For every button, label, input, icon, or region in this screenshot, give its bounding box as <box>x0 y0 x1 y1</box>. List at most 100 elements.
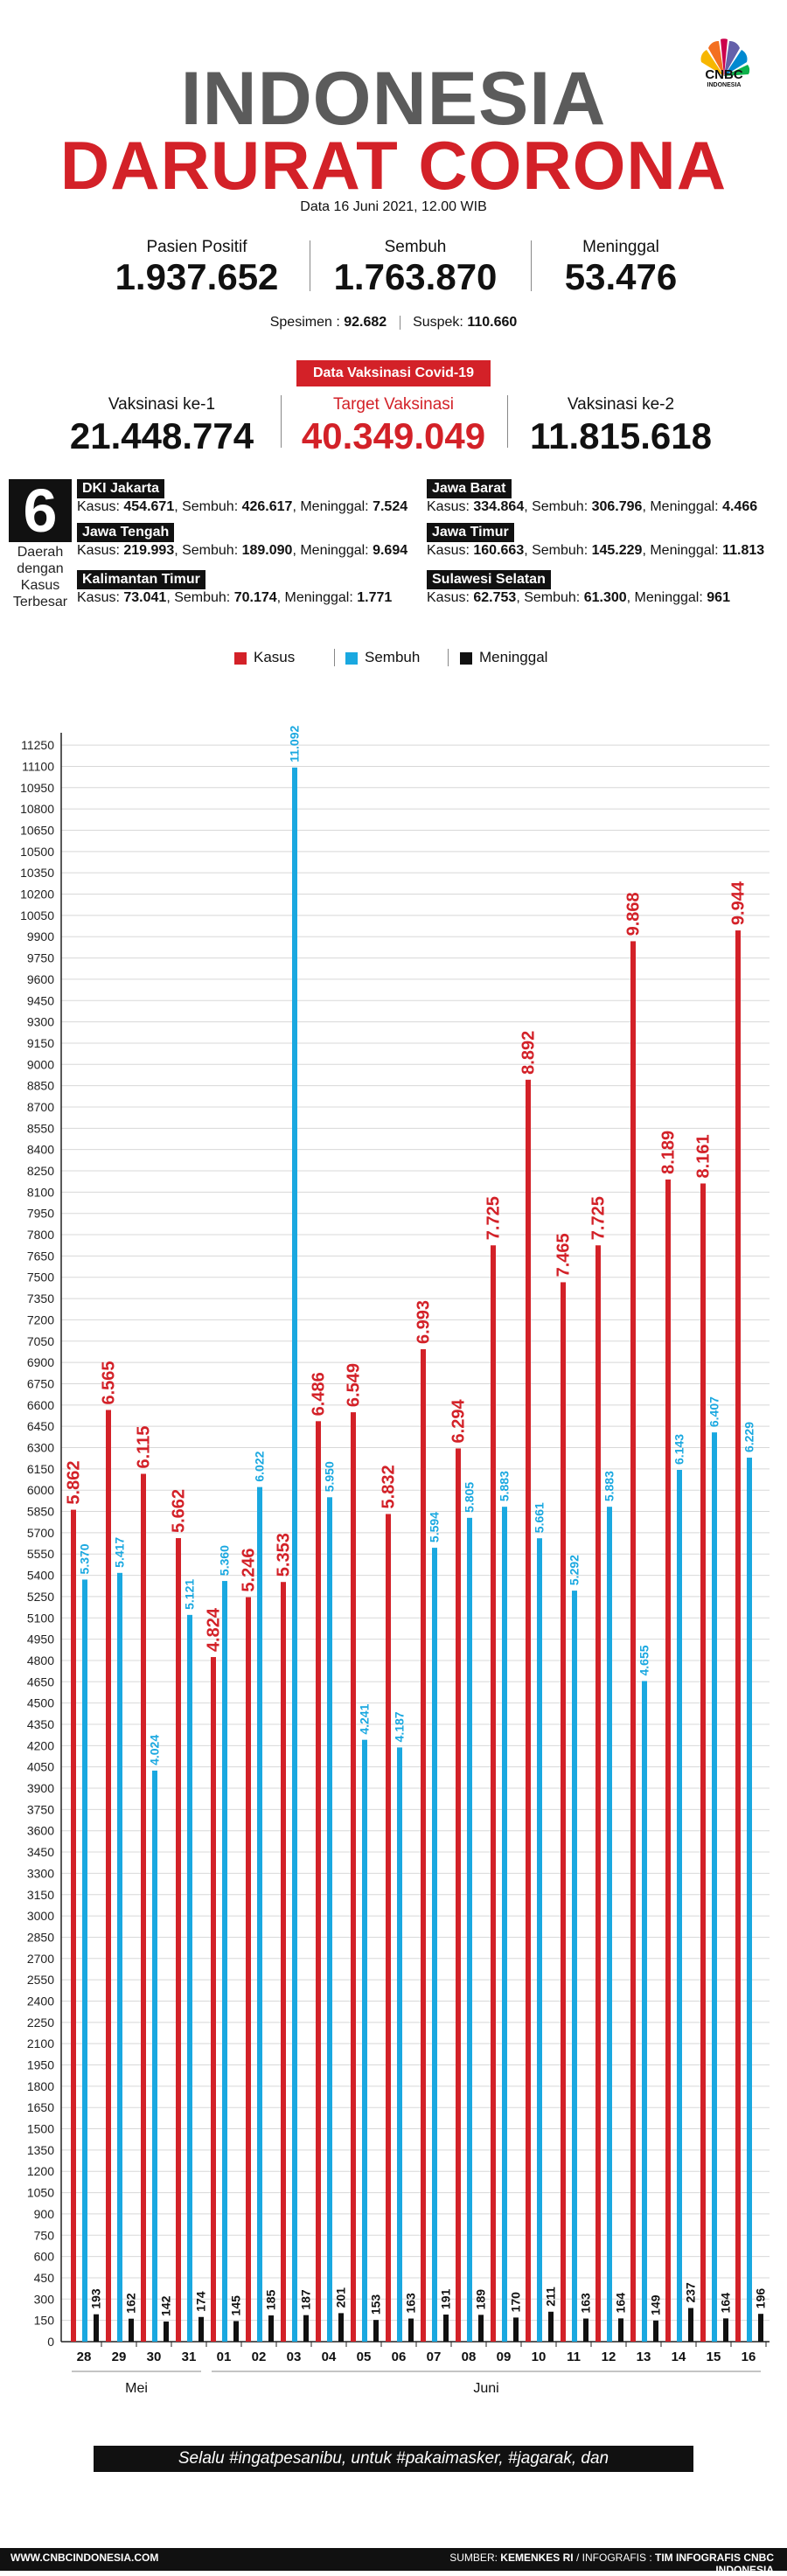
data-label-kasus: 7.465 <box>554 1233 573 1277</box>
legend-swatch-sembuh <box>345 651 358 665</box>
bar-kasus <box>211 1657 216 2342</box>
data-label-meninggal: 145 <box>229 2295 243 2316</box>
y-tick-label: 3450 <box>27 1845 54 1859</box>
data-label-kasus: 6.115 <box>134 1426 153 1469</box>
spesimen-value: 92.682 <box>344 315 387 330</box>
bar-meninggal <box>129 2318 134 2342</box>
bar-sembuh <box>712 1432 717 2342</box>
data-label-kasus: 6.993 <box>414 1300 433 1344</box>
region-stats: Kasus: 160.663, Sembuh: 145.229, Meningg… <box>427 543 765 558</box>
data-label-meninggal: 211 <box>544 2287 558 2307</box>
data-label-kasus: 8.189 <box>658 1131 678 1174</box>
logo-text: CNBC <box>705 67 743 82</box>
region-caption: Daerah dengan Kasus Terbesar <box>12 545 68 609</box>
data-label-kasus: 7.725 <box>484 1196 503 1240</box>
bar-sembuh <box>467 1517 472 2342</box>
bar-sembuh <box>362 1739 367 2342</box>
bar-kasus <box>421 1349 426 2342</box>
dose1-value: 21.448.774 <box>69 415 254 456</box>
footer-bar <box>0 2548 787 2571</box>
y-tick-label: 7350 <box>27 1291 54 1305</box>
region-kalimantan-timur: Kalimantan Timur Kasus: 73.041, Sembuh: … <box>77 570 392 607</box>
y-tick-label: 600 <box>34 2250 55 2264</box>
y-tick-label: 2700 <box>27 1952 54 1966</box>
bar-meninggal <box>583 2318 589 2342</box>
footer-site: WWW.CNBCINDONESIA.COM <box>10 2552 159 2564</box>
y-tick-label: 10500 <box>20 845 54 859</box>
data-label-kasus: 5.246 <box>239 1549 258 1592</box>
bar-sembuh <box>257 1486 262 2342</box>
y-tick-label: 9150 <box>27 1036 54 1050</box>
cnbc-peacock-logo <box>700 38 750 76</box>
y-tick-label: 1950 <box>27 2058 54 2072</box>
y-tick-label: 1050 <box>27 2186 54 2200</box>
data-label-kasus: 6.565 <box>99 1361 118 1404</box>
month-label-mei: Mei <box>125 2381 148 2396</box>
data-label-meninggal: 189 <box>474 2289 488 2310</box>
y-tick-label: 10950 <box>20 781 54 795</box>
bar-sembuh <box>397 1747 402 2342</box>
legend-sembuh: Sembuh <box>345 649 420 666</box>
data-label-meninggal: 149 <box>649 2294 663 2315</box>
divider <box>281 395 282 448</box>
positif-value: 1.937.652 <box>115 256 279 297</box>
y-tick-label: 2250 <box>27 2016 54 2029</box>
x-tick-label: 15 <box>707 2350 721 2364</box>
y-tick-label: 7950 <box>27 1207 54 1221</box>
region-dki-jakarta: DKI Jakarta Kasus: 454.671, Sembuh: 426.… <box>77 479 407 516</box>
logo-subtext: INDONESIA <box>707 82 742 88</box>
y-tick-label: 3000 <box>27 1909 54 1923</box>
bar-sembuh <box>607 1507 612 2342</box>
y-tick-label: 9000 <box>27 1057 54 1071</box>
bar-meninggal <box>618 2318 623 2342</box>
bar-sembuh <box>747 1458 752 2342</box>
y-tick-label: 8550 <box>27 1121 54 1135</box>
data-label-kasus: 8.892 <box>519 1031 538 1075</box>
y-tick-label: 6150 <box>27 1462 54 1476</box>
data-label-sembuh: 5.360 <box>218 1545 232 1576</box>
dose2-label: Vaksinasi ke-2 <box>567 395 675 414</box>
data-label-meninggal: 142 <box>159 2295 173 2316</box>
bar-sembuh <box>152 1770 157 2342</box>
region-stats: Kasus: 219.993, Sembuh: 189.090, Meningg… <box>77 543 408 558</box>
data-label-meninggal: 163 <box>579 2293 593 2314</box>
y-tick-label: 1200 <box>27 2164 54 2178</box>
data-label-sembuh: 5.950 <box>323 1461 337 1492</box>
y-tick-label: 5400 <box>27 1569 54 1583</box>
data-label-sembuh: 5.292 <box>568 1555 582 1585</box>
data-label-sembuh: 5.661 <box>533 1502 547 1533</box>
x-tick-label: 16 <box>742 2350 756 2364</box>
bar-kasus <box>71 1509 76 2342</box>
bar-kasus <box>561 1282 566 2342</box>
divider <box>531 240 532 291</box>
x-tick-label: 31 <box>182 2350 197 2364</box>
data-label-sembuh: 6.143 <box>672 1434 686 1465</box>
y-tick-label: 1800 <box>27 2079 54 2093</box>
y-tick-label: 3750 <box>27 1802 54 1816</box>
data-label-kasus: 5.832 <box>379 1465 398 1508</box>
region-name: Sulawesi Selatan <box>427 570 551 589</box>
data-label-meninggal: 163 <box>404 2293 418 2314</box>
bar-meninggal <box>478 2315 484 2342</box>
bar-sembuh <box>222 1581 227 2342</box>
y-tick-label: 2550 <box>27 1973 54 1987</box>
y-tick-label: 5550 <box>27 1547 54 1561</box>
x-tick-label: 08 <box>462 2350 477 2364</box>
bar-kasus <box>246 1597 251 2342</box>
data-label-sembuh: 4.241 <box>358 1703 372 1734</box>
data-label-meninggal: 153 <box>369 2294 383 2315</box>
y-tick-label: 7800 <box>27 1228 54 1242</box>
y-tick-label: 2100 <box>27 2036 54 2050</box>
bar-kasus <box>700 1183 706 2342</box>
bar-meninggal <box>198 2316 204 2342</box>
region-jawa-timur: Jawa Timur Kasus: 160.663, Sembuh: 145.2… <box>427 523 764 560</box>
vaccination-badge: Data Vaksinasi Covid-19 <box>296 360 491 386</box>
dose2-value: 11.815.618 <box>530 415 712 456</box>
legend-kasus: Kasus <box>234 649 295 666</box>
y-tick-label: 10350 <box>20 866 54 880</box>
x-tick-label: 12 <box>602 2350 616 2364</box>
x-tick-label: 10 <box>532 2350 547 2364</box>
y-tick-label: 7650 <box>27 1249 54 1263</box>
data-label-meninggal: 201 <box>334 2287 348 2308</box>
y-tick-label: 4650 <box>27 1674 54 1688</box>
